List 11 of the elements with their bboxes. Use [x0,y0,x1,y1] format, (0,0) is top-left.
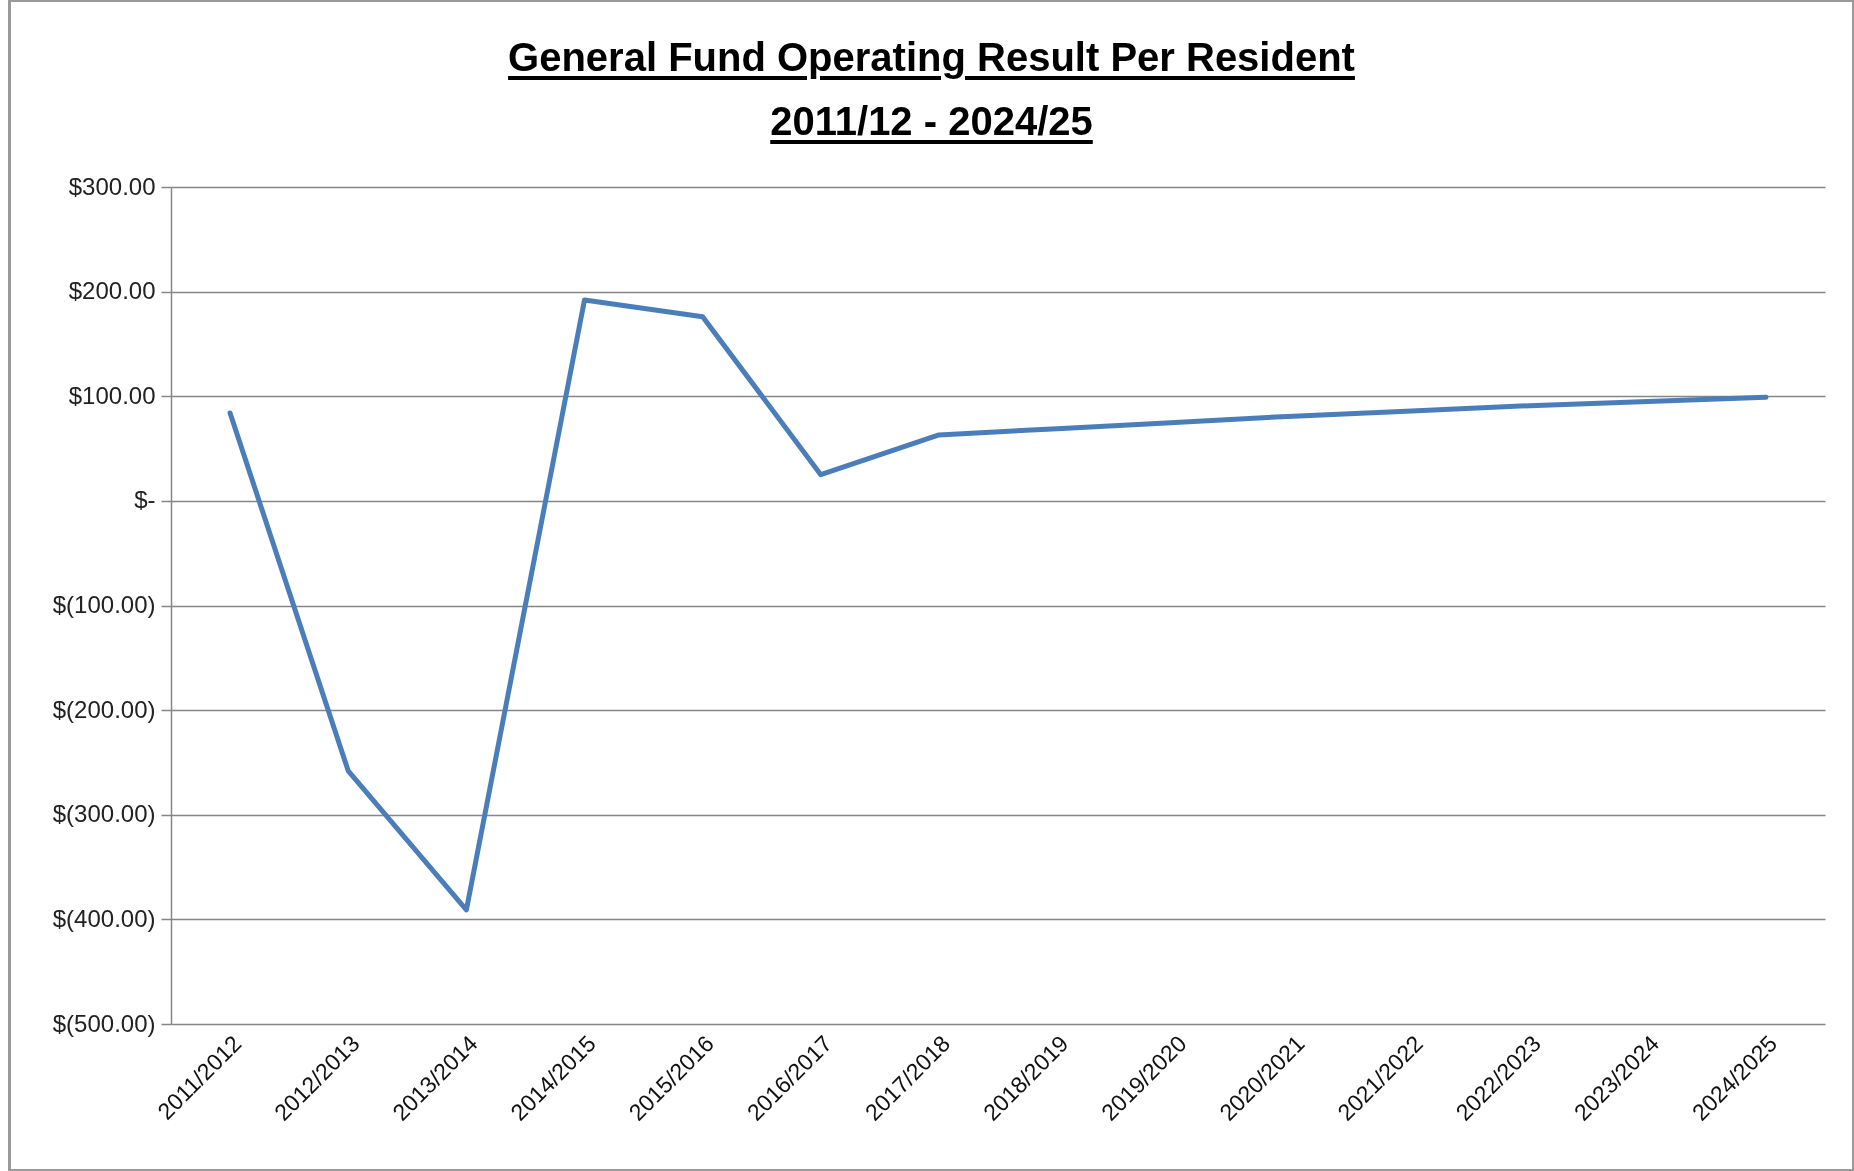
y-tick-label: $100.00 [68,381,156,409]
y-tick-label: $- [134,486,156,514]
y-tick-label: $(100.00) [52,591,156,618]
y-tick-label: $300.00 [68,172,156,200]
y-tick-label: $(200.00) [52,695,156,723]
y-tick-label: $(400.00) [52,904,156,932]
y-tick-label: $(500.00) [52,1009,156,1037]
y-tick-label: $(300.00) [52,800,156,828]
y-tick-label: $200.00 [68,277,156,305]
chart-subtitle: 2011/12 - 2024/25 [769,98,1094,145]
chart-title: General Fund Operating Result Per Resident [507,34,1356,81]
